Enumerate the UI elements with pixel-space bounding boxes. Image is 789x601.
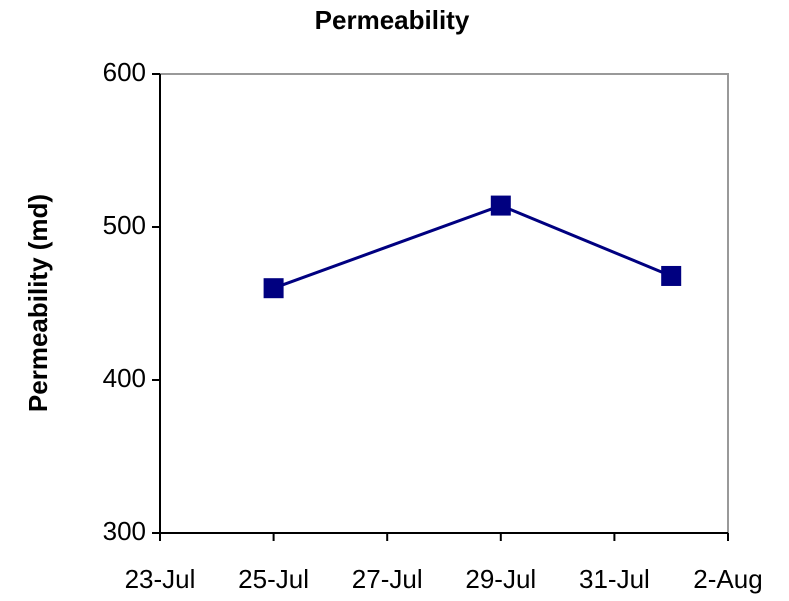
- x-tick-label: 23-Jul: [125, 564, 196, 594]
- y-tick-label: 500: [103, 210, 146, 240]
- data-point: [263, 278, 284, 299]
- y-tick-label: 300: [103, 516, 146, 546]
- series-line: [273, 203, 672, 290]
- x-tick-label: 27-Jul: [352, 564, 423, 594]
- y-tick-label: 400: [103, 363, 146, 393]
- data-point: [490, 195, 511, 216]
- x-tick-label: 2-Aug: [693, 564, 762, 594]
- x-tick-label: 29-Jul: [465, 564, 536, 594]
- data-point: [661, 265, 682, 286]
- x-tick-label: 31-Jul: [579, 564, 650, 594]
- x-tick-label: 25-Jul: [238, 564, 309, 594]
- chart-title: Permeability: [315, 5, 470, 35]
- y-tick-label: 600: [103, 57, 146, 87]
- y-axis-label: Permeability (md): [23, 194, 53, 412]
- plot-frame: [159, 73, 729, 534]
